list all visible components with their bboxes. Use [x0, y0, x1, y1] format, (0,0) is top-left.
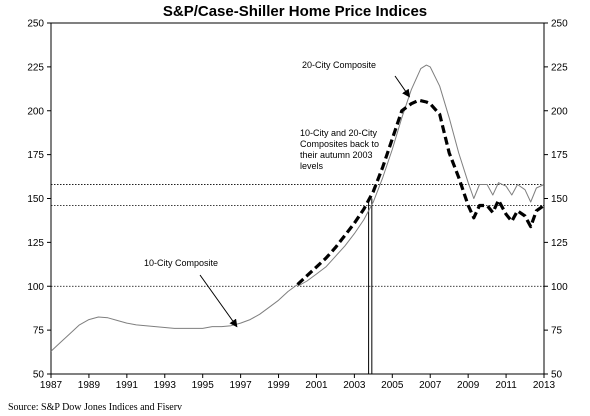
x-tick-label: 1991 [116, 380, 139, 391]
annotation-line: 10-City and 20-City [300, 128, 378, 138]
y-tick-label-right: 150 [551, 194, 568, 205]
annotation-text: 20-City Composite [302, 60, 376, 70]
series-line [297, 64, 545, 287]
x-tick-label: 1993 [154, 380, 177, 391]
annotation-line: their autumn 2003 [300, 150, 373, 160]
x-tick-label: 1999 [267, 380, 290, 391]
y-tick-label-right: 175 [551, 150, 568, 161]
y-tick-label-left: 150 [27, 194, 44, 205]
annotation-text: 10-City and 20-City Composites back to the… [300, 128, 379, 171]
y-tick-label-left: 100 [27, 282, 44, 293]
y-tick-label-left: 225 [27, 62, 44, 73]
axes: 50 50 75 75 100 100 125 125 150 150 175 175 200 200 22… [27, 19, 568, 392]
x-tick-label: 2003 [343, 380, 366, 391]
annotations: 20-City Composite 10-City and 20-City Comp… [144, 60, 410, 328]
series-10-city-dashed-line [296, 98, 545, 286]
annotation-arrow [199, 274, 238, 328]
y-tick-label-right: 125 [551, 238, 568, 249]
x-tick-label: 2011 [495, 380, 517, 391]
annotation-line: levels [300, 161, 324, 171]
y-tick-label-right: 225 [551, 62, 568, 73]
x-tick-label: 1995 [192, 380, 215, 391]
y-tick-label-right: 100 [551, 282, 568, 293]
y-tick-label-right: 250 [551, 19, 568, 30]
y-tick-label-left: 75 [33, 326, 45, 337]
y-tick-label-left: 250 [27, 19, 44, 30]
y-tick-label-left: 175 [27, 150, 44, 161]
x-tick-label: 2005 [381, 380, 404, 391]
data-series [50, 64, 545, 352]
source-note: Source: S&P Dow Jones Indices and Fiserv [8, 402, 182, 413]
y-tick-label-left: 50 [33, 370, 45, 381]
x-tick-label: 1989 [78, 380, 101, 391]
y-tick-label-right: 50 [551, 370, 563, 381]
y-tick-label-right: 75 [551, 326, 563, 337]
y-tick-label-right: 200 [551, 106, 568, 117]
x-tick-label: 2013 [533, 380, 556, 391]
series-line [50, 284, 298, 352]
x-tick-label: 1997 [229, 380, 252, 391]
x-tick-label: 2001 [305, 380, 328, 391]
y-tick-label-left: 200 [27, 106, 44, 117]
x-tick-label: 1987 [40, 380, 63, 391]
plot-area [50, 22, 545, 375]
x-tick-label: 2009 [457, 380, 480, 391]
annotation-line: 10-City Composite [144, 258, 218, 268]
annotation-line: Composites back to [300, 139, 379, 149]
annotation-arrow [394, 75, 410, 98]
annotation-text: 10-City Composite [144, 258, 218, 268]
y-tick-label-left: 125 [27, 238, 44, 249]
chart-title: S&P/Case-Shiller Home Price Indices [163, 3, 427, 20]
annotation-line: 20-City Composite [302, 60, 376, 70]
x-tick-label: 2007 [419, 380, 442, 391]
